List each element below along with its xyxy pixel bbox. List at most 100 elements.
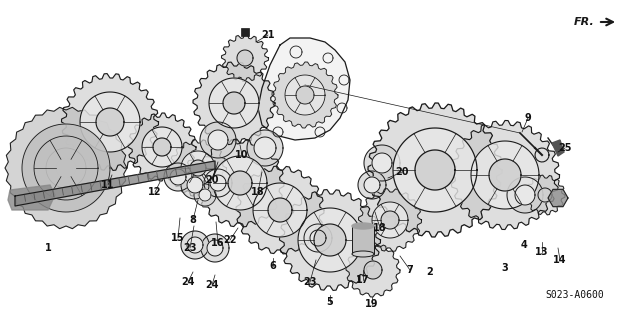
Polygon shape: [208, 130, 228, 150]
Text: 12: 12: [148, 187, 162, 197]
Text: 25: 25: [558, 143, 572, 153]
Text: 4: 4: [520, 240, 527, 250]
Polygon shape: [393, 128, 477, 212]
Text: FR.: FR.: [574, 17, 595, 27]
Polygon shape: [237, 50, 253, 66]
Polygon shape: [489, 159, 521, 191]
Polygon shape: [272, 62, 338, 128]
Polygon shape: [96, 108, 124, 136]
Polygon shape: [61, 74, 159, 170]
Polygon shape: [247, 130, 283, 166]
Polygon shape: [170, 140, 227, 197]
Polygon shape: [201, 234, 229, 262]
Polygon shape: [372, 153, 392, 173]
Text: 24: 24: [205, 280, 219, 290]
Text: 8: 8: [189, 215, 196, 225]
Text: 21: 21: [261, 30, 275, 40]
Polygon shape: [552, 140, 564, 156]
Polygon shape: [515, 185, 535, 205]
Polygon shape: [253, 183, 307, 237]
Polygon shape: [153, 138, 171, 156]
Polygon shape: [5, 107, 127, 229]
Polygon shape: [190, 160, 206, 176]
Polygon shape: [548, 189, 568, 207]
Polygon shape: [187, 177, 203, 193]
Polygon shape: [298, 208, 362, 272]
Polygon shape: [223, 92, 245, 114]
Polygon shape: [209, 78, 259, 128]
Polygon shape: [164, 163, 192, 191]
Polygon shape: [358, 171, 386, 199]
Polygon shape: [200, 122, 236, 158]
Text: 1: 1: [45, 243, 51, 253]
Polygon shape: [170, 169, 186, 185]
Polygon shape: [285, 75, 325, 115]
Text: S023-A0600: S023-A0600: [546, 290, 604, 300]
Polygon shape: [364, 145, 400, 181]
Polygon shape: [346, 243, 400, 297]
FancyBboxPatch shape: [352, 226, 374, 254]
Polygon shape: [210, 175, 226, 191]
Text: 22: 22: [223, 235, 237, 245]
Polygon shape: [221, 34, 269, 81]
Polygon shape: [304, 224, 332, 252]
Polygon shape: [415, 150, 455, 190]
Polygon shape: [194, 184, 216, 206]
Polygon shape: [181, 151, 215, 185]
Polygon shape: [254, 137, 276, 159]
Polygon shape: [525, 175, 565, 215]
Polygon shape: [538, 188, 552, 202]
Polygon shape: [268, 198, 292, 222]
Text: 20: 20: [205, 175, 219, 185]
Text: 11: 11: [101, 180, 115, 190]
Text: 3: 3: [502, 263, 508, 273]
Polygon shape: [310, 230, 326, 246]
Polygon shape: [193, 62, 275, 144]
Polygon shape: [314, 224, 346, 256]
Polygon shape: [507, 177, 543, 213]
Polygon shape: [236, 166, 324, 254]
Text: 6: 6: [269, 261, 276, 271]
Polygon shape: [207, 240, 223, 256]
Polygon shape: [196, 139, 284, 227]
Text: 2: 2: [427, 267, 433, 277]
Polygon shape: [128, 113, 196, 181]
Text: 23: 23: [183, 243, 196, 253]
Ellipse shape: [352, 251, 374, 257]
Polygon shape: [368, 103, 502, 237]
Text: 10: 10: [236, 150, 249, 160]
Polygon shape: [204, 169, 232, 197]
Polygon shape: [80, 92, 140, 152]
Text: 15: 15: [172, 233, 185, 243]
Polygon shape: [181, 231, 209, 259]
Polygon shape: [8, 185, 55, 210]
Text: 7: 7: [406, 265, 413, 275]
Polygon shape: [213, 156, 267, 210]
Polygon shape: [358, 189, 422, 251]
Text: 19: 19: [365, 299, 379, 309]
Polygon shape: [372, 202, 408, 238]
Polygon shape: [364, 261, 382, 279]
Polygon shape: [471, 141, 539, 209]
Polygon shape: [364, 177, 380, 193]
Text: 16: 16: [211, 238, 225, 248]
Text: 20: 20: [396, 167, 409, 177]
Text: 13: 13: [535, 247, 548, 257]
Polygon shape: [451, 121, 559, 229]
Polygon shape: [228, 171, 252, 195]
Polygon shape: [56, 158, 76, 178]
Text: 9: 9: [525, 113, 531, 123]
Polygon shape: [22, 124, 110, 212]
Text: 24: 24: [181, 277, 195, 287]
Ellipse shape: [352, 223, 374, 229]
Polygon shape: [199, 189, 211, 201]
Polygon shape: [258, 38, 350, 140]
Text: 14: 14: [553, 255, 567, 265]
Text: 5: 5: [326, 297, 333, 307]
Polygon shape: [187, 237, 203, 253]
Polygon shape: [181, 171, 209, 199]
Polygon shape: [280, 189, 381, 290]
Polygon shape: [15, 161, 215, 206]
Polygon shape: [34, 136, 98, 200]
Text: 23: 23: [303, 277, 317, 287]
